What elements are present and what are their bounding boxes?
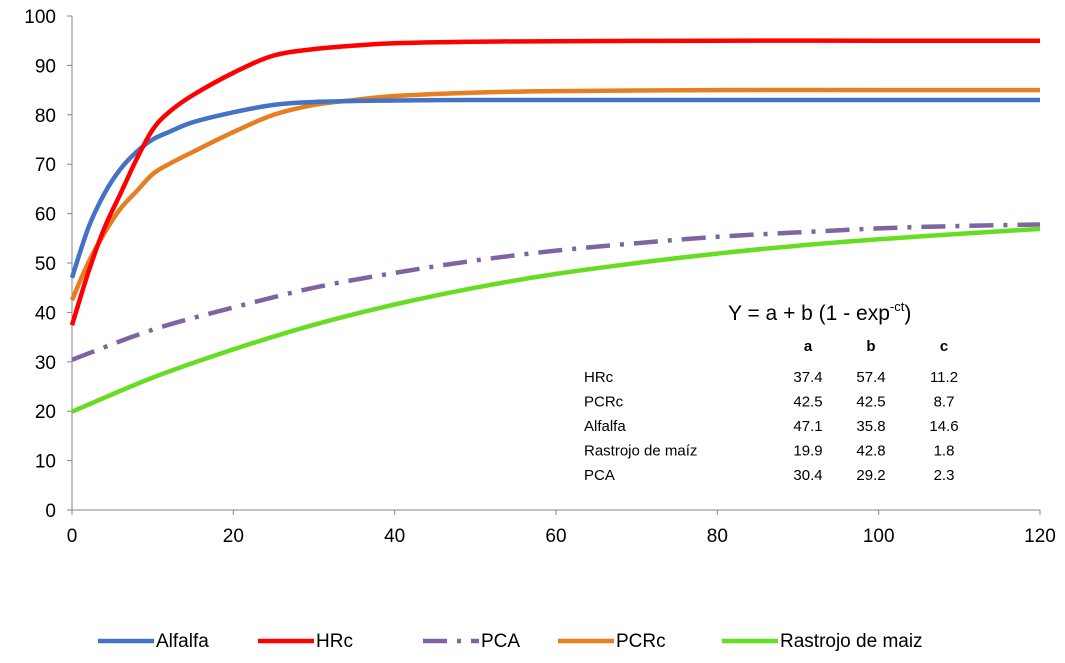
table-row-label: Rastrojo de maíz <box>584 443 697 460</box>
table-cell-b: 57.4 <box>856 369 885 386</box>
table-cell-b: 29.2 <box>856 467 885 484</box>
series-group <box>69 38 1041 414</box>
table-cell-a: 37.4 <box>793 369 822 386</box>
table-header-a: a <box>804 338 813 355</box>
table-row-label: PCA <box>584 467 615 484</box>
y-tick-label: 90 <box>35 56 56 77</box>
axes: 0 10 20 30 40 50 60 70 80 90 100 0 20 40 60 80 100 120 <box>24 7 1056 547</box>
series-line-alfalfa <box>69 97 1040 279</box>
y-tick-label: 30 <box>35 353 56 374</box>
y-tick-label: 80 <box>35 106 56 127</box>
table-cell-a: 42.5 <box>793 394 822 411</box>
legend-label-pcrc: PCRc <box>616 631 666 652</box>
y-tick-label: 0 <box>45 501 56 522</box>
legend: Alfalfa HRc PCA PCRc Rastrojo de maiz <box>98 631 923 652</box>
table-cell-a: 19.9 <box>793 443 822 460</box>
equation-superscript: -ct <box>890 299 905 314</box>
series-line-hrc <box>69 38 1040 326</box>
table-cell-c: 11.2 <box>930 369 958 386</box>
table-cell-a: 47.1 <box>793 418 822 435</box>
equation-main: Y = a + b (1 - exp <box>728 302 890 325</box>
table-row-label: HRc <box>584 369 614 386</box>
coefficient-table: a b c HRc 37.4 57.4 11.2 PCRc 42.5 42.5 8.7 Alfalfa… <box>584 338 959 484</box>
x-tick-label: 40 <box>384 526 405 547</box>
x-tick-label: 120 <box>1024 526 1056 547</box>
legend-label-pca: PCA <box>481 631 520 652</box>
y-tick-label: 60 <box>35 205 56 226</box>
y-tick-label: 10 <box>35 452 56 473</box>
x-tick-label: 0 <box>67 526 78 547</box>
legend-label-hrc: HRc <box>316 631 353 652</box>
table-cell-b: 42.5 <box>856 394 885 411</box>
y-tick-label: 20 <box>35 402 56 423</box>
equation-end: ) <box>904 302 911 325</box>
series-line-pcrc <box>69 87 1040 301</box>
equation-text: Y = a + b (1 - exp-ct) <box>728 299 911 325</box>
y-tick-label: 50 <box>35 254 56 275</box>
x-tick-label: 100 <box>863 526 895 547</box>
table-cell-c: 8.7 <box>934 394 955 411</box>
x-tick-label: 20 <box>223 526 244 547</box>
x-tick-label: 60 <box>545 526 566 547</box>
table-cell-b: 35.8 <box>856 418 885 435</box>
x-tick-label: 80 <box>707 526 728 547</box>
series-line-pca <box>71 222 1041 362</box>
y-tick-label: 100 <box>24 7 56 28</box>
table-header-c: c <box>940 338 948 355</box>
legend-label-alfalfa: Alfalfa <box>156 631 209 652</box>
table-cell-c: 2.3 <box>934 467 955 484</box>
table-cell-c: 1.8 <box>934 443 955 460</box>
table-cell-b: 42.8 <box>856 443 885 460</box>
legend-label-rastrojo-de-maiz: Rastrojo de maiz <box>780 631 923 652</box>
table-row-label: Alfalfa <box>584 418 626 435</box>
y-tick-label: 40 <box>35 303 56 324</box>
equation-annotation: Y = a + b (1 - exp-ct) <box>728 299 911 325</box>
series-line-rastrojo-de-maiz <box>71 226 1041 414</box>
table-cell-c: 14.6 <box>929 418 958 435</box>
table-header-b: b <box>866 338 875 355</box>
table-row-label: PCRc <box>584 394 624 411</box>
table-cell-a: 30.4 <box>793 467 822 484</box>
y-tick-label: 70 <box>35 155 56 176</box>
